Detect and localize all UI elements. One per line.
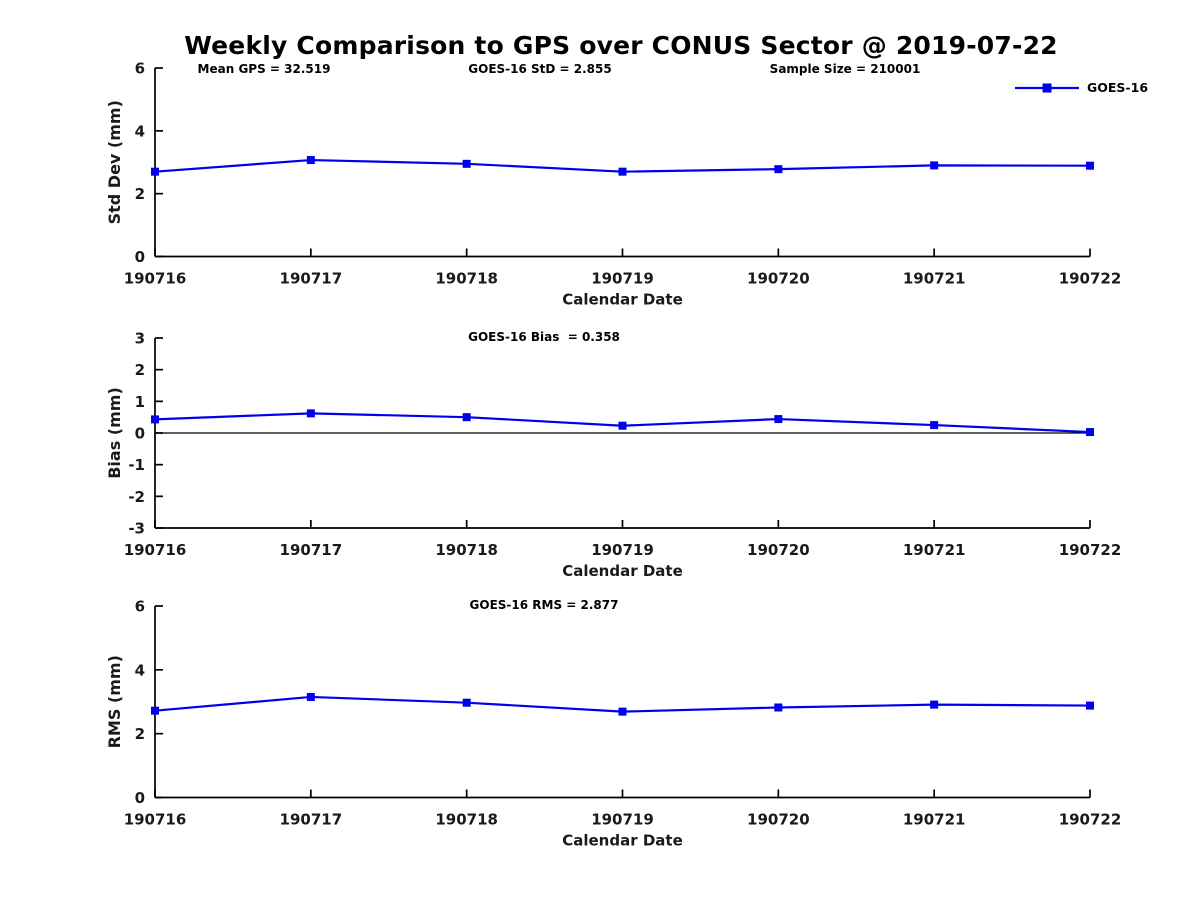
x-tick-label: 190721 (903, 811, 966, 829)
data-point-marker (930, 700, 939, 709)
y-tick-label: -1 (128, 456, 145, 474)
y-tick-label: 6 (135, 60, 145, 78)
chart-rms: 0 2 4 6 190716 190717 190718 190719 190720 190721… (105, 598, 1122, 850)
x-axis-label: Calendar Date (562, 832, 683, 850)
x-tick-label: 190722 (1059, 811, 1122, 829)
data-point-marker (306, 692, 315, 701)
data-point-marker (462, 413, 471, 422)
y-tick-label: 0 (135, 425, 145, 443)
y-tick-label: 2 (135, 361, 145, 379)
x-tick-label: 190718 (435, 811, 498, 829)
y-tick-label: -3 (128, 520, 145, 538)
annotation-goes-rms: GOES-16 RMS = 2.877 (469, 598, 619, 612)
x-tick-label: 190716 (124, 541, 187, 559)
data-point-marker (930, 421, 939, 430)
legend: GOES-16 (1014, 80, 1148, 95)
x-tick-label: 190720 (747, 811, 810, 829)
y-tick-label: 0 (135, 248, 145, 266)
x-axis-label: Calendar Date (562, 291, 683, 309)
y-tick-label: 2 (135, 185, 145, 203)
y-tick-label: 1 (135, 393, 145, 411)
y-axis-label: RMS (mm) (105, 655, 124, 748)
y-tick-label: 4 (135, 661, 145, 679)
y-tick-label: 0 (135, 789, 145, 807)
chart-std-dev: 0 2 4 6 190716 190717 190718 190719 190720 190721… (105, 60, 1122, 309)
data-point-marker (462, 698, 471, 707)
x-tick-label: 190721 (903, 270, 966, 288)
data-point-marker (618, 421, 627, 430)
annotation-sample-size: Sample Size = 210001 (769, 62, 921, 76)
x-tick-label: 190722 (1059, 270, 1122, 288)
x-tick-label: 190718 (435, 270, 498, 288)
x-tick-label: 190722 (1059, 541, 1122, 559)
figure-title: Weekly Comparison to GPS over CONUS Sect… (184, 31, 1058, 60)
data-point-marker (618, 707, 627, 716)
data-point-marker (151, 167, 159, 176)
annotation-goes-std: GOES-16 StD = 2.855 (468, 62, 612, 76)
data-point-marker (1086, 701, 1094, 710)
annotation-mean-gps: Mean GPS = 32.519 (197, 62, 331, 76)
data-point-marker (306, 156, 315, 165)
data-point-marker (774, 165, 783, 174)
data-point-marker (930, 161, 939, 170)
data-point-marker (151, 706, 159, 715)
legend-label: GOES-16 (1087, 80, 1149, 95)
data-point-marker (774, 415, 783, 424)
x-tick-label: 190718 (435, 541, 498, 559)
x-tick-label: 190717 (280, 811, 343, 829)
x-tick-label: 190716 (124, 811, 187, 829)
y-axis-label: Bias (mm) (105, 387, 124, 479)
x-tick-label: 190717 (280, 541, 343, 559)
data-point-marker (151, 415, 159, 424)
data-point-marker (774, 703, 783, 712)
y-axis-label: Std Dev (mm) (105, 100, 124, 224)
data-point-marker (1086, 428, 1094, 437)
data-point-marker (618, 167, 627, 176)
x-tick-label: 190720 (747, 541, 810, 559)
data-point-marker (1086, 161, 1094, 170)
x-tick-label: 190716 (124, 270, 187, 288)
data-point-marker (306, 409, 315, 418)
data-point-marker (462, 159, 471, 168)
x-tick-label: 190719 (591, 270, 654, 288)
annotation-goes-bias: GOES-16 Bias = 0.358 (468, 330, 620, 344)
x-axis-label: Calendar Date (562, 562, 683, 580)
x-tick-label: 190721 (903, 541, 966, 559)
x-tick-label: 190717 (280, 270, 343, 288)
x-tick-label: 190720 (747, 270, 810, 288)
y-tick-label: 6 (135, 598, 145, 616)
y-tick-label: 2 (135, 725, 145, 743)
x-tick-label: 190719 (591, 541, 654, 559)
y-tick-label: 4 (135, 122, 145, 140)
y-tick-label: -2 (128, 488, 145, 506)
x-tick-label: 190719 (591, 811, 654, 829)
legend-line-marker-icon (1015, 83, 1079, 92)
chart-bias: 3 2 1 0 -1 -2 -3 190716 190717 190718 190719 190720… (105, 330, 1122, 581)
y-tick-label: 3 (135, 330, 145, 348)
